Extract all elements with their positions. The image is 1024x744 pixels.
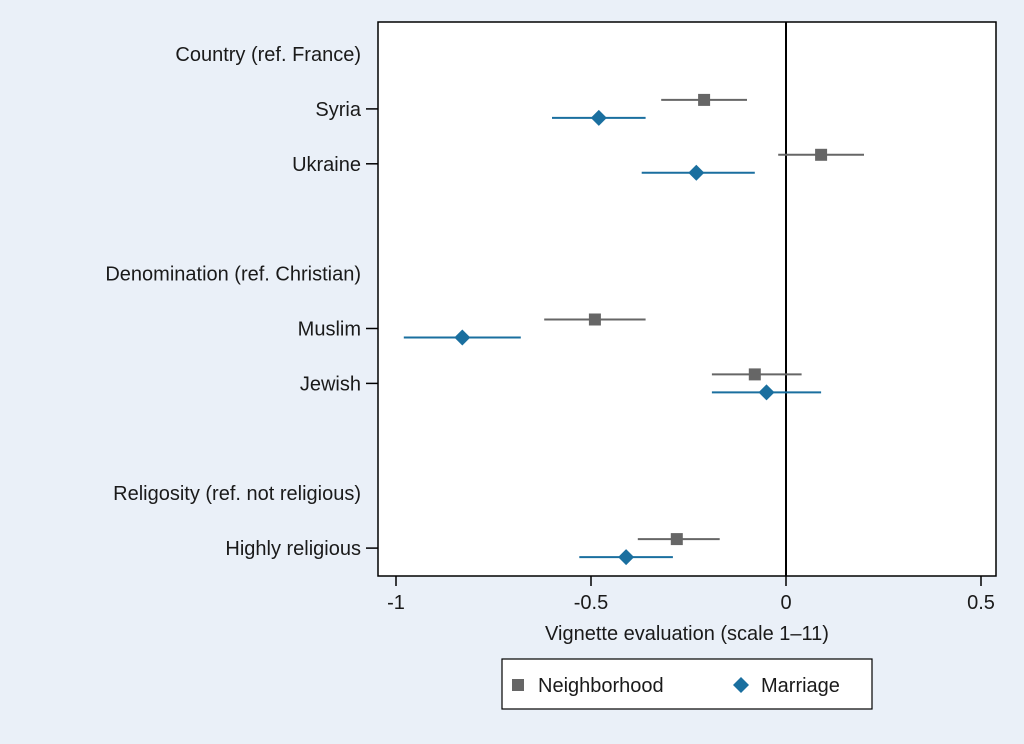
x-tick-label: -0.5 [574, 592, 608, 614]
x-tick-label: 0 [780, 592, 791, 614]
x-tick-label: 0.5 [967, 592, 995, 614]
plot-area [377, 21, 997, 577]
legend-marker-marriage [733, 677, 749, 693]
row-heading-label: Denomination (ref. Christian) [105, 264, 361, 286]
series-marriage [403, 109, 822, 566]
data-marks [403, 93, 864, 566]
square-marker [748, 368, 761, 381]
diamond-marker [454, 329, 471, 346]
legend-label-neighborhood: Neighborhood [538, 675, 664, 697]
square-marker [698, 93, 711, 106]
diamond-marker [688, 164, 705, 181]
x-axis-title: Vignette evaluation (scale 1–11) [545, 623, 829, 645]
row-label: Ukraine [292, 154, 361, 176]
row-label: Jewish [300, 373, 361, 395]
legend-box [501, 658, 873, 710]
x-axis: -1 -0.5 0 0.5 [387, 576, 995, 614]
series-neighborhood [544, 93, 864, 546]
legend-label-marriage: Marriage [761, 675, 840, 697]
legend: Neighborhood Marriage [501, 658, 873, 710]
row-label: Syria [315, 99, 361, 121]
row-labels: Country (ref. France) Syria Ukraine Denomin… [105, 44, 378, 560]
diamond-marker [590, 109, 607, 126]
square-marker [815, 148, 828, 161]
row-label: Muslim [298, 319, 361, 341]
diamond-marker [758, 384, 775, 401]
x-tick-label: -1 [387, 592, 405, 614]
square-marker [670, 533, 683, 546]
row-heading-label: Religosity (ref. not religious) [113, 483, 361, 505]
diamond-marker [618, 549, 635, 566]
square-marker [588, 313, 601, 326]
legend-marker-neighborhood [512, 679, 524, 691]
row-label: Highly religious [225, 538, 361, 560]
row-heading-label: Country (ref. France) [175, 44, 361, 66]
